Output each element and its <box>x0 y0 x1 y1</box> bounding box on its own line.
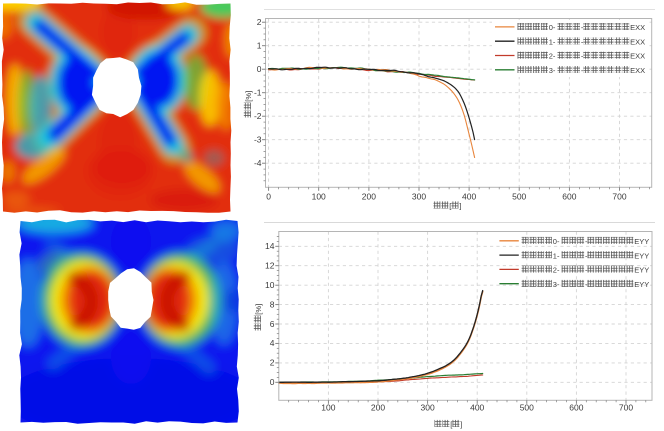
svg-text:-: - <box>581 37 584 46</box>
svg-text:1: 1 <box>257 41 262 51</box>
svg-text:[: [ <box>450 420 453 429</box>
svg-text:700: 700 <box>619 403 633 413</box>
svg-text:-: - <box>581 52 584 61</box>
svg-text:-1: -1 <box>254 88 262 98</box>
svg-text:2-: 2- <box>549 52 556 61</box>
svg-text:EYY: EYY <box>634 251 649 260</box>
svg-text:200: 200 <box>371 403 385 413</box>
svg-text:300: 300 <box>412 192 426 202</box>
svg-text:[%]: [%] <box>254 304 263 315</box>
svg-text:-: - <box>581 23 584 32</box>
svg-text:0: 0 <box>266 192 271 202</box>
svg-text:EYY: EYY <box>634 280 649 289</box>
svg-text:-4: -4 <box>254 158 262 168</box>
svg-text:3-: 3- <box>553 280 560 289</box>
svg-text:10: 10 <box>265 280 275 290</box>
svg-text:2: 2 <box>270 358 275 368</box>
svg-text:12: 12 <box>265 261 275 271</box>
svg-text:-2: -2 <box>254 111 262 121</box>
svg-text:100: 100 <box>321 403 335 413</box>
svg-text:EXX: EXX <box>630 37 645 46</box>
svg-text:700: 700 <box>612 192 626 202</box>
svg-text:400: 400 <box>462 192 476 202</box>
svg-text:-: - <box>585 237 588 246</box>
svg-text:-: - <box>581 66 584 75</box>
svg-text:0: 0 <box>257 64 262 74</box>
svg-text:-: - <box>585 280 588 289</box>
svg-text:200: 200 <box>362 192 376 202</box>
svg-text:0: 0 <box>270 377 275 387</box>
svg-text:]: ] <box>459 202 461 211</box>
svg-text:6: 6 <box>270 319 275 329</box>
svg-text:500: 500 <box>512 192 526 202</box>
svg-text:1-: 1- <box>549 37 556 46</box>
svg-text:-: - <box>585 266 588 275</box>
svg-text:8: 8 <box>270 299 275 309</box>
svg-text:500: 500 <box>520 403 534 413</box>
svg-text:0-: 0- <box>549 23 556 32</box>
svg-text:600: 600 <box>562 192 576 202</box>
svg-text:1-: 1- <box>553 251 560 260</box>
svg-text:[: [ <box>449 202 452 211</box>
svg-text:EXX: EXX <box>630 52 645 61</box>
svg-text:-: - <box>585 251 588 260</box>
svg-text:100: 100 <box>312 192 326 202</box>
svg-text:4: 4 <box>270 338 275 348</box>
svg-text:3-: 3- <box>549 66 556 75</box>
svg-text:EYY: EYY <box>634 237 649 246</box>
svg-text:]: ] <box>460 420 462 429</box>
svg-text:[%]: [%] <box>244 91 253 102</box>
svg-text:-3: -3 <box>254 135 262 145</box>
svg-text:2-: 2- <box>553 266 560 275</box>
svg-text:400: 400 <box>470 403 484 413</box>
svg-text:0-: 0- <box>553 237 560 246</box>
svg-text:EXX: EXX <box>630 23 645 32</box>
svg-text:600: 600 <box>569 403 583 413</box>
svg-text:EYY: EYY <box>634 266 649 275</box>
svg-text:300: 300 <box>421 403 435 413</box>
svg-text:EXX: EXX <box>630 66 645 75</box>
svg-text:2: 2 <box>257 17 262 27</box>
svg-text:14: 14 <box>265 241 275 251</box>
